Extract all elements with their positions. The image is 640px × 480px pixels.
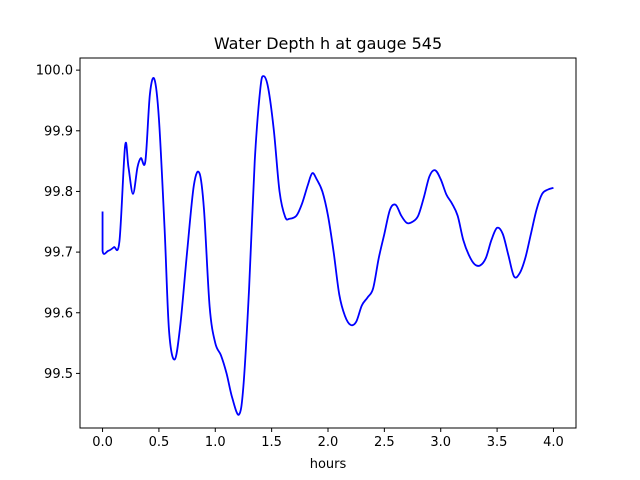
x-tick-label: 3.0 [430,435,451,450]
x-tick-label: 0.0 [92,435,113,450]
series-line-0 [101,75,554,416]
y-tick-label: 99.7 [44,246,73,261]
y-tick-label: 99.5 [44,367,73,382]
x-axis-ticks: 0.0 0.5 1.0 1.5 2.0 2.5 3.0 3.5 4.0 [92,428,564,450]
y-axis-ticks: 99.5 99.6 99.7 99.8 99.9 100.0 [36,64,80,382]
y-tick-label: 99.8 [44,185,73,200]
x-tick-label: 4.0 [543,435,564,450]
y-tick-label: 99.9 [44,124,73,139]
y-tick-label: 99.6 [44,306,73,321]
x-tick-label: 3.5 [487,435,508,450]
x-tick-label: 1.5 [261,435,282,450]
x-tick-label: 2.0 [318,435,339,450]
x-axis-label: hours [310,457,347,472]
y-tick-label: 100.0 [36,64,73,79]
x-tick-label: 0.5 [149,435,170,450]
x-tick-label: 1.0 [205,435,226,450]
series-layer [101,75,554,416]
chart-title: Water Depth h at gauge 545 [214,34,442,53]
x-tick-label: 2.5 [374,435,395,450]
